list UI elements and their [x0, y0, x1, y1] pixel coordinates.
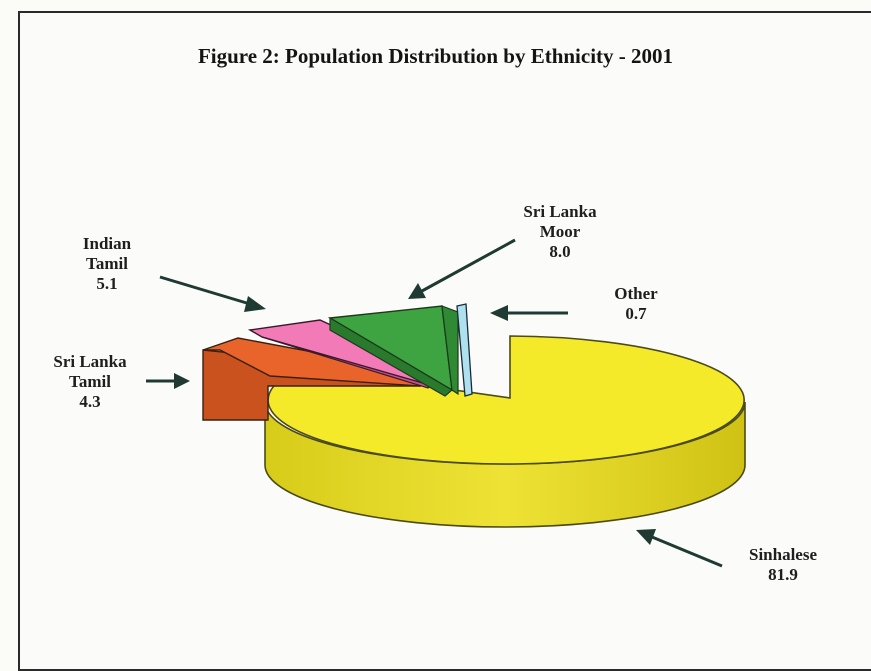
slice-label-sri-lanka-moor: Sri Lanka Moor 8.0	[523, 202, 597, 261]
pie-slice-sinhalese	[264, 335, 746, 528]
slice-label-other: Other 0.7	[614, 284, 658, 323]
chart-title: Figure 2: Population Distribution by Eth…	[197, 44, 674, 68]
slice-label-indian-tamil: Indian Tamil 5.1	[82, 234, 132, 293]
pie-slice-other-top	[456, 303, 473, 397]
arrow-sri-lanka-tamil	[146, 373, 190, 389]
arrow-sinhalese	[636, 529, 723, 568]
pie-slice-other	[456, 303, 473, 397]
pie-slice-sri-lanka-moor	[327, 305, 459, 397]
arrow-other	[490, 305, 568, 321]
pie-slice-sri-lanka-moor-face	[441, 305, 459, 396]
pie-slice-indian-tamil	[247, 319, 437, 389]
slice-label-sri-lanka-tamil: Sri Lanka Tamil 4.3	[53, 352, 127, 411]
pie-slice-sri-lanka-moor-side	[329, 316, 454, 397]
pointer-arrows	[146, 238, 723, 568]
slice-label-sinhalese: Sinhalese 81.9	[748, 545, 818, 584]
arrow-indian-tamil	[159, 275, 266, 312]
arrow-sri-lanka-moor	[408, 238, 516, 299]
pie-slice-sinhalese-top	[267, 335, 745, 465]
